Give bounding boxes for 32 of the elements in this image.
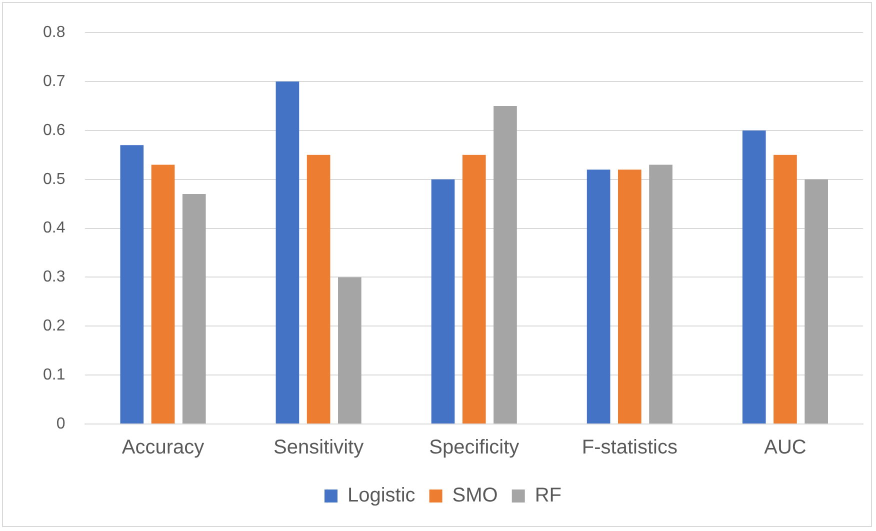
bar xyxy=(804,179,828,424)
x-tick-label: Sensitivity xyxy=(274,436,364,459)
bar xyxy=(120,145,144,424)
bar xyxy=(151,164,175,424)
y-tick-label: 0.5 xyxy=(42,170,66,188)
y-tick-label: 0.8 xyxy=(42,24,66,42)
y-tick-label: 0.2 xyxy=(42,318,66,335)
bar xyxy=(774,154,797,424)
legend-label: RF xyxy=(534,484,562,507)
bar xyxy=(306,154,330,424)
y-tick-label: 0 xyxy=(56,415,66,432)
bar xyxy=(462,154,486,424)
y-tick-label: 0.1 xyxy=(42,366,66,384)
y-tick-label: 0.4 xyxy=(42,220,66,237)
bar xyxy=(182,194,206,424)
x-tick-label: F-statistics xyxy=(582,436,678,459)
legend-label: SMO xyxy=(452,484,498,507)
bar xyxy=(338,277,362,424)
bar xyxy=(742,130,766,424)
bar xyxy=(586,170,610,424)
y-tick-label: 0.7 xyxy=(42,72,66,90)
x-tick-label: Specificity xyxy=(429,436,520,459)
y-tick-label: 0.3 xyxy=(42,268,66,286)
bar xyxy=(494,106,517,424)
bar xyxy=(649,164,672,424)
y-tick-label: 0.6 xyxy=(42,122,66,139)
bar xyxy=(276,82,300,424)
legend-label: Logistic xyxy=(347,484,416,507)
x-tick-label: Accuracy xyxy=(122,436,204,459)
bar xyxy=(431,179,455,424)
bar xyxy=(618,170,642,424)
x-tick-label: AUC xyxy=(764,436,806,459)
